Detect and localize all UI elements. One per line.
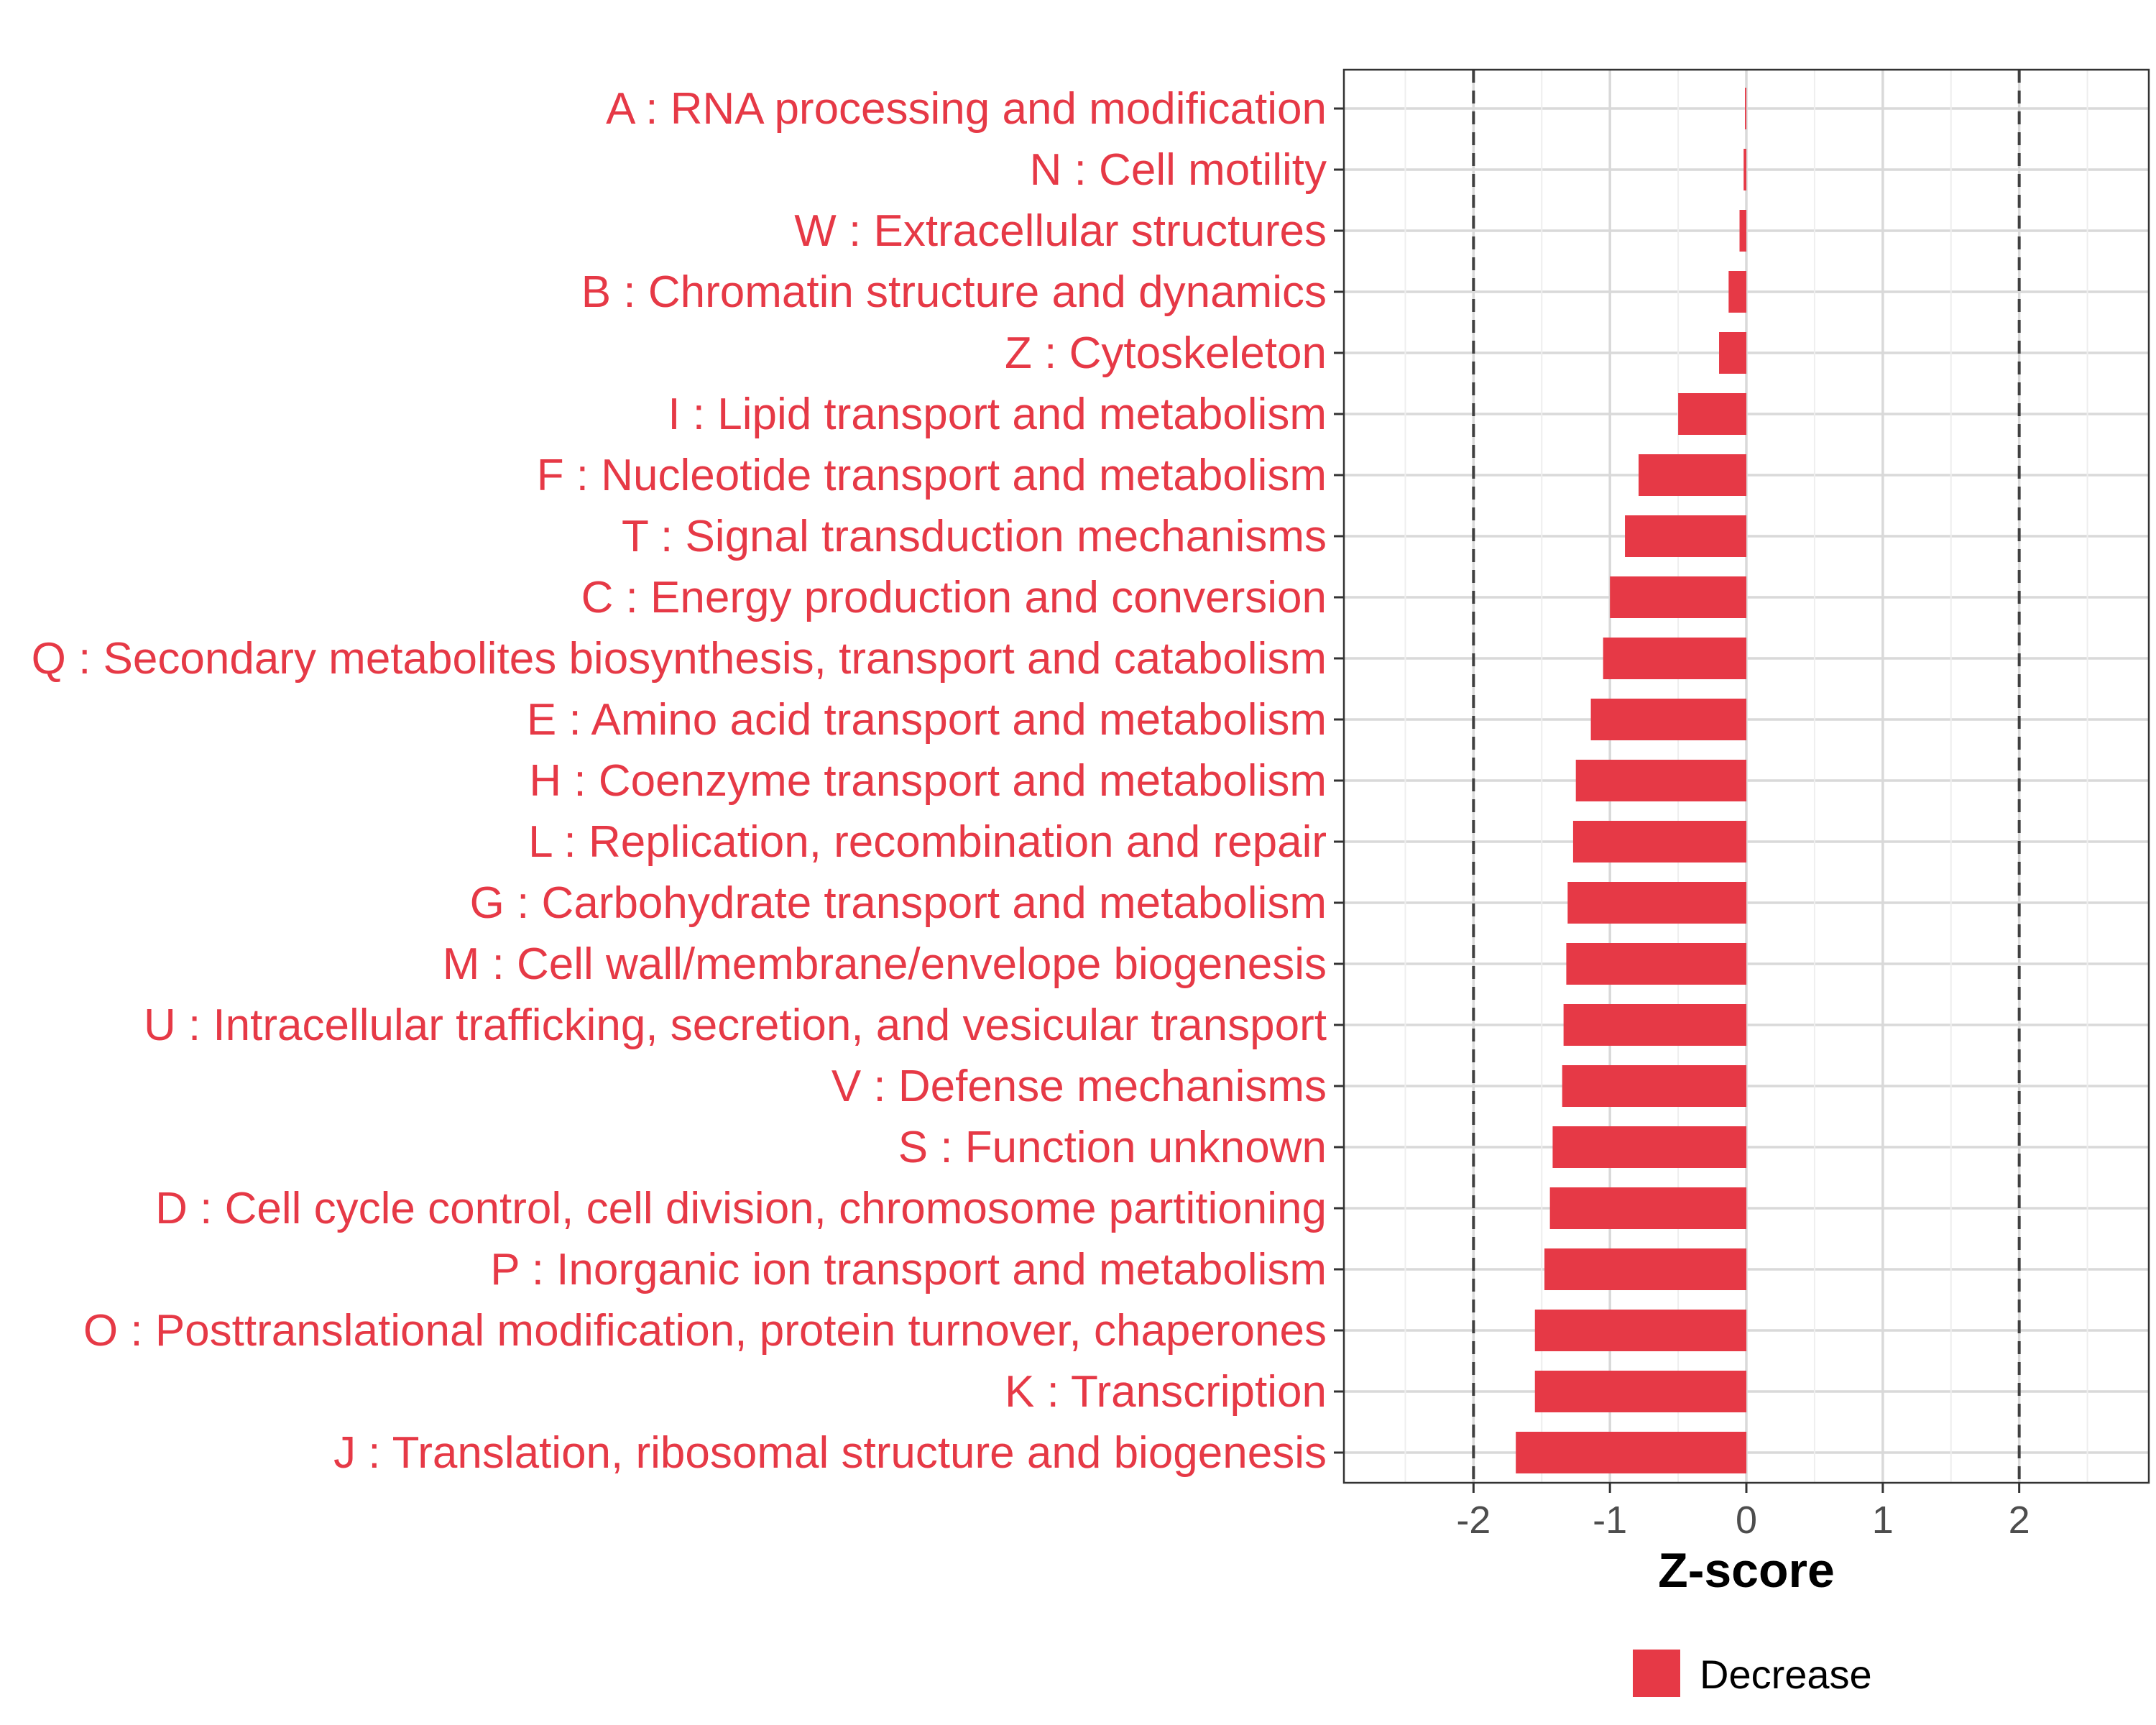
x-tick-label: -1 <box>1593 1499 1627 1542</box>
category-label: P : Inorganic ion transport and metaboli… <box>490 1245 1327 1294</box>
bar <box>1575 760 1746 801</box>
bar <box>1625 515 1746 557</box>
x-tick-label: 2 <box>2009 1499 2030 1542</box>
bar <box>1562 1065 1746 1107</box>
bar <box>1563 1004 1746 1046</box>
legend-swatch-decrease <box>1633 1650 1680 1697</box>
y-axis-ticks <box>1334 107 1344 1454</box>
x-tick-label: 0 <box>1736 1499 1757 1542</box>
category-label: D : Cell cycle control, cell division, c… <box>155 1184 1327 1233</box>
bar <box>1603 638 1746 679</box>
bar <box>1745 88 1746 129</box>
category-label: H : Coenzyme transport and metabolism <box>529 756 1327 806</box>
bar <box>1719 332 1746 374</box>
bar <box>1639 454 1746 496</box>
bar <box>1728 271 1746 313</box>
legend-label-decrease: Decrease <box>1700 1652 1872 1697</box>
y-axis-labels: A : RNA processing and modification N : C… <box>32 84 1327 1478</box>
category-label: G : Carbohydrate transport and metabolis… <box>470 878 1327 928</box>
bar <box>1567 882 1746 924</box>
category-label: Q : Secondary metabolites biosynthesis, … <box>32 634 1327 684</box>
bar <box>1534 1310 1746 1351</box>
category-label: B : Chromatin structure and dynamics <box>581 267 1327 317</box>
bar <box>1743 149 1746 190</box>
bar <box>1552 1126 1746 1168</box>
bar <box>1516 1432 1746 1473</box>
category-label: W : Extracellular structures <box>794 206 1327 256</box>
bar <box>1610 576 1746 618</box>
category-label: A : RNA processing and modification <box>606 84 1327 134</box>
category-label: K : Transcription <box>1005 1367 1327 1417</box>
category-label: M : Cell wall/membrane/envelope biogenes… <box>443 939 1327 989</box>
legend: Decrease <box>1633 1650 1872 1697</box>
category-label: F : Nucleotide transport and metabolism <box>537 451 1327 500</box>
category-label: I : Lipid transport and metabolism <box>668 390 1327 439</box>
category-label: J : Translation, ribosomal structure and… <box>333 1428 1327 1478</box>
bars <box>1516 88 1746 1473</box>
bar <box>1572 821 1746 862</box>
x-tick-label: -2 <box>1456 1499 1491 1542</box>
category-label: V : Defense mechanisms <box>831 1062 1327 1111</box>
category-label: T : Signal transduction mechanisms <box>622 512 1327 561</box>
reference-lines <box>1472 70 2021 1483</box>
bar <box>1590 699 1746 740</box>
bar <box>1549 1187 1746 1229</box>
category-label: U : Intracellular trafficking, secretion… <box>144 1000 1327 1050</box>
bar <box>1534 1371 1746 1412</box>
x-tick-label: 1 <box>1872 1499 1894 1542</box>
category-label: C : Energy production and conversion <box>581 573 1327 622</box>
category-label: N : Cell motility <box>1030 145 1327 195</box>
category-label: Z : Cytoskeleton <box>1005 328 1327 378</box>
category-label: L : Replication, recombination and repai… <box>528 817 1327 867</box>
category-label: O : Posttranslational modification, prot… <box>83 1306 1327 1356</box>
category-label: S : Function unknown <box>898 1123 1327 1172</box>
bar <box>1739 210 1746 252</box>
bar <box>1544 1248 1746 1290</box>
plot-panel <box>1342 68 2150 1484</box>
x-axis-title: Z-score <box>1658 1543 1835 1598</box>
x-axis-ticks: -2 -1 0 1 2 <box>1456 1483 2030 1542</box>
category-label: E : Amino acid transport and metabolism <box>527 695 1327 745</box>
bar <box>1678 393 1746 435</box>
bar <box>1566 943 1746 985</box>
